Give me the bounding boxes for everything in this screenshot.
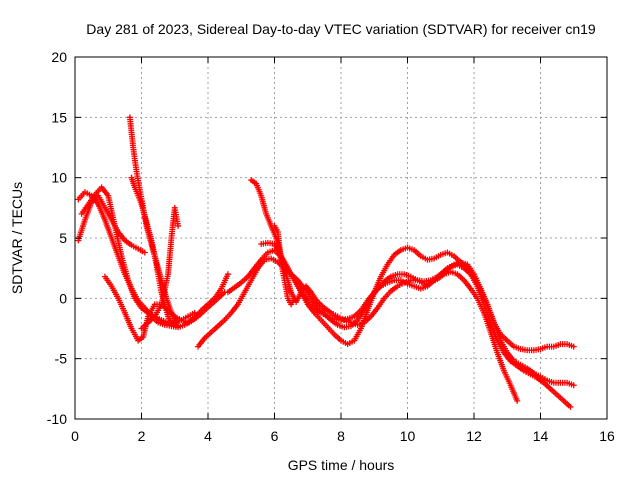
x-tick-label: 2 [138,428,146,444]
y-tick-label: 5 [59,230,67,246]
x-tick-label: 14 [533,428,549,444]
data-point [175,222,182,229]
series-track-i [224,244,577,389]
series-track-g [138,204,182,332]
y-tick-label: 20 [51,49,67,65]
chart-title: Day 281 of 2023, Sidereal Day-to-day VTE… [86,21,596,37]
y-tick-label: 15 [51,109,67,125]
x-tick-label: 4 [204,428,212,444]
y-tick-label: 10 [51,170,67,186]
x-tick-label: 10 [400,428,416,444]
x-tick-label: 12 [466,428,482,444]
series-track-k [258,239,577,354]
y-tick-label: 0 [59,290,67,306]
data-point [175,323,182,330]
x-tick-label: 8 [337,428,345,444]
series-track-j [248,177,574,410]
x-tick-label: 6 [271,428,279,444]
data-marks [75,114,577,410]
data-point [224,271,231,278]
x-axis-label: GPS time / hours [288,457,395,473]
data-point [570,382,577,389]
data-point [141,249,148,256]
y-axis-label: SDTVAR / TECUs [9,182,25,294]
x-tick-label: 16 [599,428,615,444]
data-point [567,403,574,410]
y-tick-label: -5 [55,351,68,367]
data-point [291,295,298,302]
x-tick-label: 0 [71,428,79,444]
data-point [514,397,521,404]
series-track-f [128,174,182,330]
grid-lines [75,57,607,419]
axis-ticks: 0 2 4 6 8 10 12 14 16 -10 -5 0 5 10 15 20 [47,49,615,444]
y-tick-label: -10 [47,411,67,427]
data-point [570,343,577,350]
series-track-l [271,222,298,308]
